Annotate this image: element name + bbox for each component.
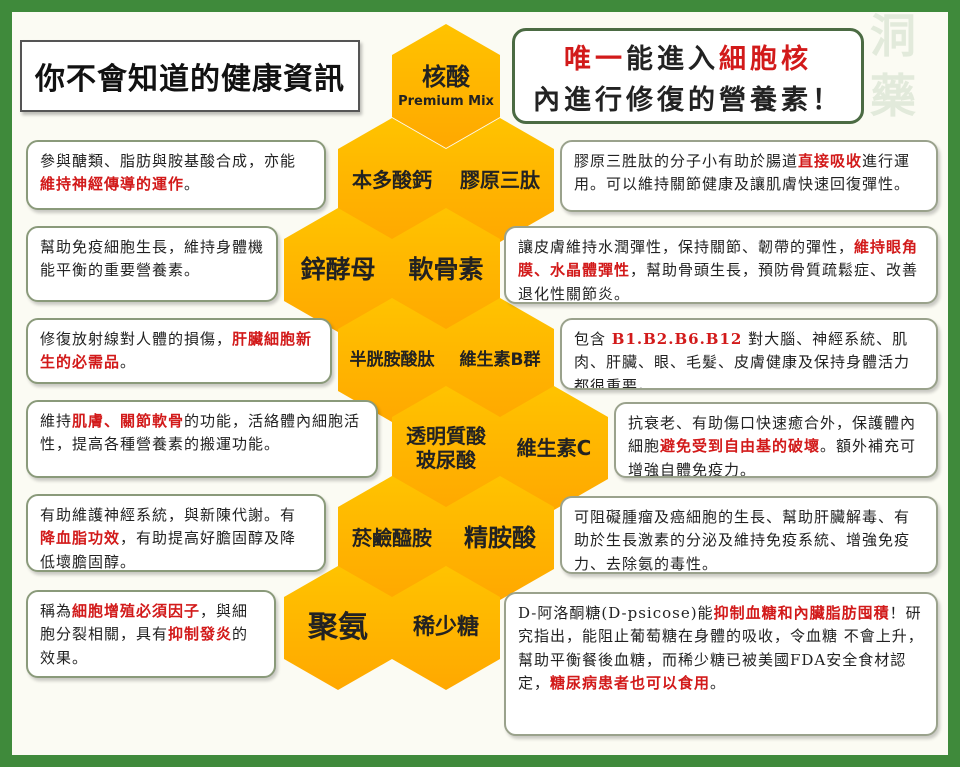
hex-collagen-label: 膠原三肽: [460, 168, 540, 192]
body-text: 。: [710, 673, 727, 692]
info-box-zinc-yeast: 幫助免疫細胞生長，維持身體機能平衡的重要營養素。: [26, 226, 278, 302]
body-text: 對大腦、神經系統、肌肉、肝臟、眼、毛髮、皮膚健康及保持身體活力都很重要。: [574, 330, 911, 390]
body-text: 讓皮膚維持水潤彈性，保持關節、韌帶的彈性，: [518, 238, 855, 256]
body-text: 稱為: [40, 602, 73, 620]
highlight-text: 糖尿病患者也可以食用: [550, 673, 711, 692]
hex-vitamin-b-label: 維生素B群: [459, 349, 541, 370]
hex-polyamine-label: 聚氨: [308, 610, 368, 645]
hex-rare-sugar-label: 稀少糖: [412, 614, 479, 640]
body-text: 膠原三胜肽的分子小有助於腸道: [574, 152, 799, 170]
body-text: 的效果。: [40, 625, 249, 667]
hex-chondroitin-label: 軟骨素: [408, 255, 484, 284]
body-text: 。: [184, 175, 201, 194]
body-text: 可阻礙腫瘤及癌細胞的生長、幫助肝臟解毒、有助於生長激素的分泌及維持免疫系統、增強…: [574, 508, 911, 573]
hex-hyaluronic-label-1: 透明質酸: [406, 424, 486, 448]
page-title: 你不會知道的健康資訊: [20, 40, 360, 112]
headline-part-3: 細胞核: [719, 44, 812, 75]
info-box-rare-sugar: D-阿洛酮糖(D-psicose)能抑制血糖和內臟脂肪囤積！研究指出，能阻止葡萄…: [504, 592, 938, 736]
hex-calcium-label: 本多酸鈣: [352, 168, 432, 192]
highlight-text: 維持眼角膜、水晶體彈性: [518, 238, 919, 280]
highlight-text: 直接吸收: [798, 152, 863, 170]
info-box-vitamin-b: 包含 B1.B2.B6.B12 對大腦、神經系統、肌肉、肝臟、眼、毛髮、皮膚健康…: [560, 318, 938, 390]
highlight-text: 抑制血糖和內臟脂肪囤積: [713, 604, 890, 622]
body-text: 有助維護神經系統，與新陳代謝。有: [40, 506, 297, 524]
highlight-text: 降血脂功效: [40, 529, 121, 548]
highlight-text: 肝臟細胞新生的必需品: [40, 330, 313, 372]
body-text: 亦能: [264, 152, 297, 170]
body-text: 抗衰老、有助傷口快速癒合外，保護體內細胞: [628, 414, 917, 456]
highlight-text: 維持神經傳導的運作: [40, 175, 185, 194]
info-box-nicotinamide: 有助維護神經系統，與新陳代謝。有降血脂功效，有助提高好膽固醇及降低壞膽固醇。: [26, 494, 326, 572]
highlight-text: 細胞增殖必須因子: [72, 602, 201, 620]
info-box-chondroitin: 讓皮膚維持水潤彈性，保持關節、韌帶的彈性，維持眼角膜、水晶體彈性，幫助骨頭生長，…: [504, 226, 938, 304]
highlight-text: 抑制發炎: [168, 625, 233, 644]
info-box-calcium: 參與醣類、脂肪與胺基酸合成，亦能維持神經傳導的運作。: [26, 140, 326, 210]
body-text: 參與醣類、脂肪與胺基酸合成，: [40, 152, 265, 170]
headline-line-2: 內進行修復的營養素！: [533, 85, 843, 116]
body-text: 。額外補充可增強自體免疫力。: [628, 437, 917, 478]
info-box-polyamine: 稱為細胞增殖必須因子，與細胞分裂相關，具有抑制發炎的效果。: [26, 590, 276, 678]
info-box-arginine: 可阻礙腫瘤及癌細胞的生長、幫助肝臟解毒、有助於生長激素的分泌及維持免疫系統、增強…: [560, 496, 938, 574]
hex-zinc-yeast-label: 鋅酵母: [300, 255, 376, 284]
hex-arginine-label: 精胺酸: [464, 523, 536, 552]
hex-premium-mix-label: Premium Mix: [398, 93, 494, 109]
body-text: 幫助免疫細胞生長，維持身體機能平衡的重要營養素。: [40, 238, 265, 280]
hex-rare-sugar: 稀少糖: [392, 566, 500, 690]
body-text: 進行運用。可以維持關節健康及讓肌膚快速回復彈性。: [574, 152, 911, 194]
body-text: 。: [120, 353, 137, 372]
hex-vitamin-c-label: 維生素C: [516, 436, 592, 460]
hex-cystine-label: 半胱胺酸肽: [349, 349, 435, 370]
body-text: 修復放射線對人體的損傷，: [40, 330, 233, 348]
info-box-vitamin-c: 抗衰老、有助傷口快速癒合外，保護體內細胞避免受到自由基的破壞。額外補充可增強自體…: [614, 402, 938, 478]
body-text: 維持: [40, 412, 73, 430]
headline-box: 唯一能進入細胞核 內進行修復的營養素！: [512, 28, 864, 124]
headline-part-1: 唯一: [564, 44, 626, 75]
body-text: ，幫助骨頭生長，預防骨質疏鬆症、改善退化性關節炎。: [518, 261, 919, 303]
body-text: ，有助提高好膽固醇及降低壞膽固醇。: [40, 529, 297, 571]
body-text: ！研究指出，能阻止葡萄糖在身體的吸收，令血糖 不會上升，幫助平衡餐後血糖，而稀少…: [518, 604, 924, 692]
headline-part-2: 能進入: [626, 44, 719, 75]
body-text: D-阿洛酮糖(D-psicose)能: [518, 604, 714, 622]
hex-hyaluronic-label-2: 玻尿酸: [416, 448, 476, 472]
body-text: 的功能，活絡體內細胞活性，提高各種營養素的搬運功能。: [40, 412, 361, 454]
headline-line-1: 唯一能進入細胞核: [515, 37, 861, 76]
info-box-collagen: 膠原三胜肽的分子小有助於腸道直接吸收進行運用。可以維持關節健康及讓肌膚快速回復彈…: [560, 140, 938, 212]
hex-nicotinamide-label: 菸鹼醯胺: [352, 526, 432, 550]
highlight-text: B1.B2.B6.B12: [611, 330, 743, 348]
highlight-text: 肌膚、關節軟骨: [72, 412, 185, 430]
info-box-hyaluronic: 維持肌膚、關節軟骨的功能，活絡體內細胞活性，提高各種營養素的搬運功能。: [26, 400, 378, 478]
body-text: ，與細胞分裂相關，具有: [40, 602, 249, 644]
info-box-cystine: 修復放射線對人體的損傷，肝臟細胞新生的必需品。: [26, 318, 332, 384]
body-text: 包含: [574, 330, 612, 348]
hex-polyamine: 聚氨: [284, 566, 392, 690]
hex-nucleic-acid-label: 核酸: [422, 62, 470, 91]
highlight-text: 避免受到自由基的破壞: [660, 437, 821, 456]
